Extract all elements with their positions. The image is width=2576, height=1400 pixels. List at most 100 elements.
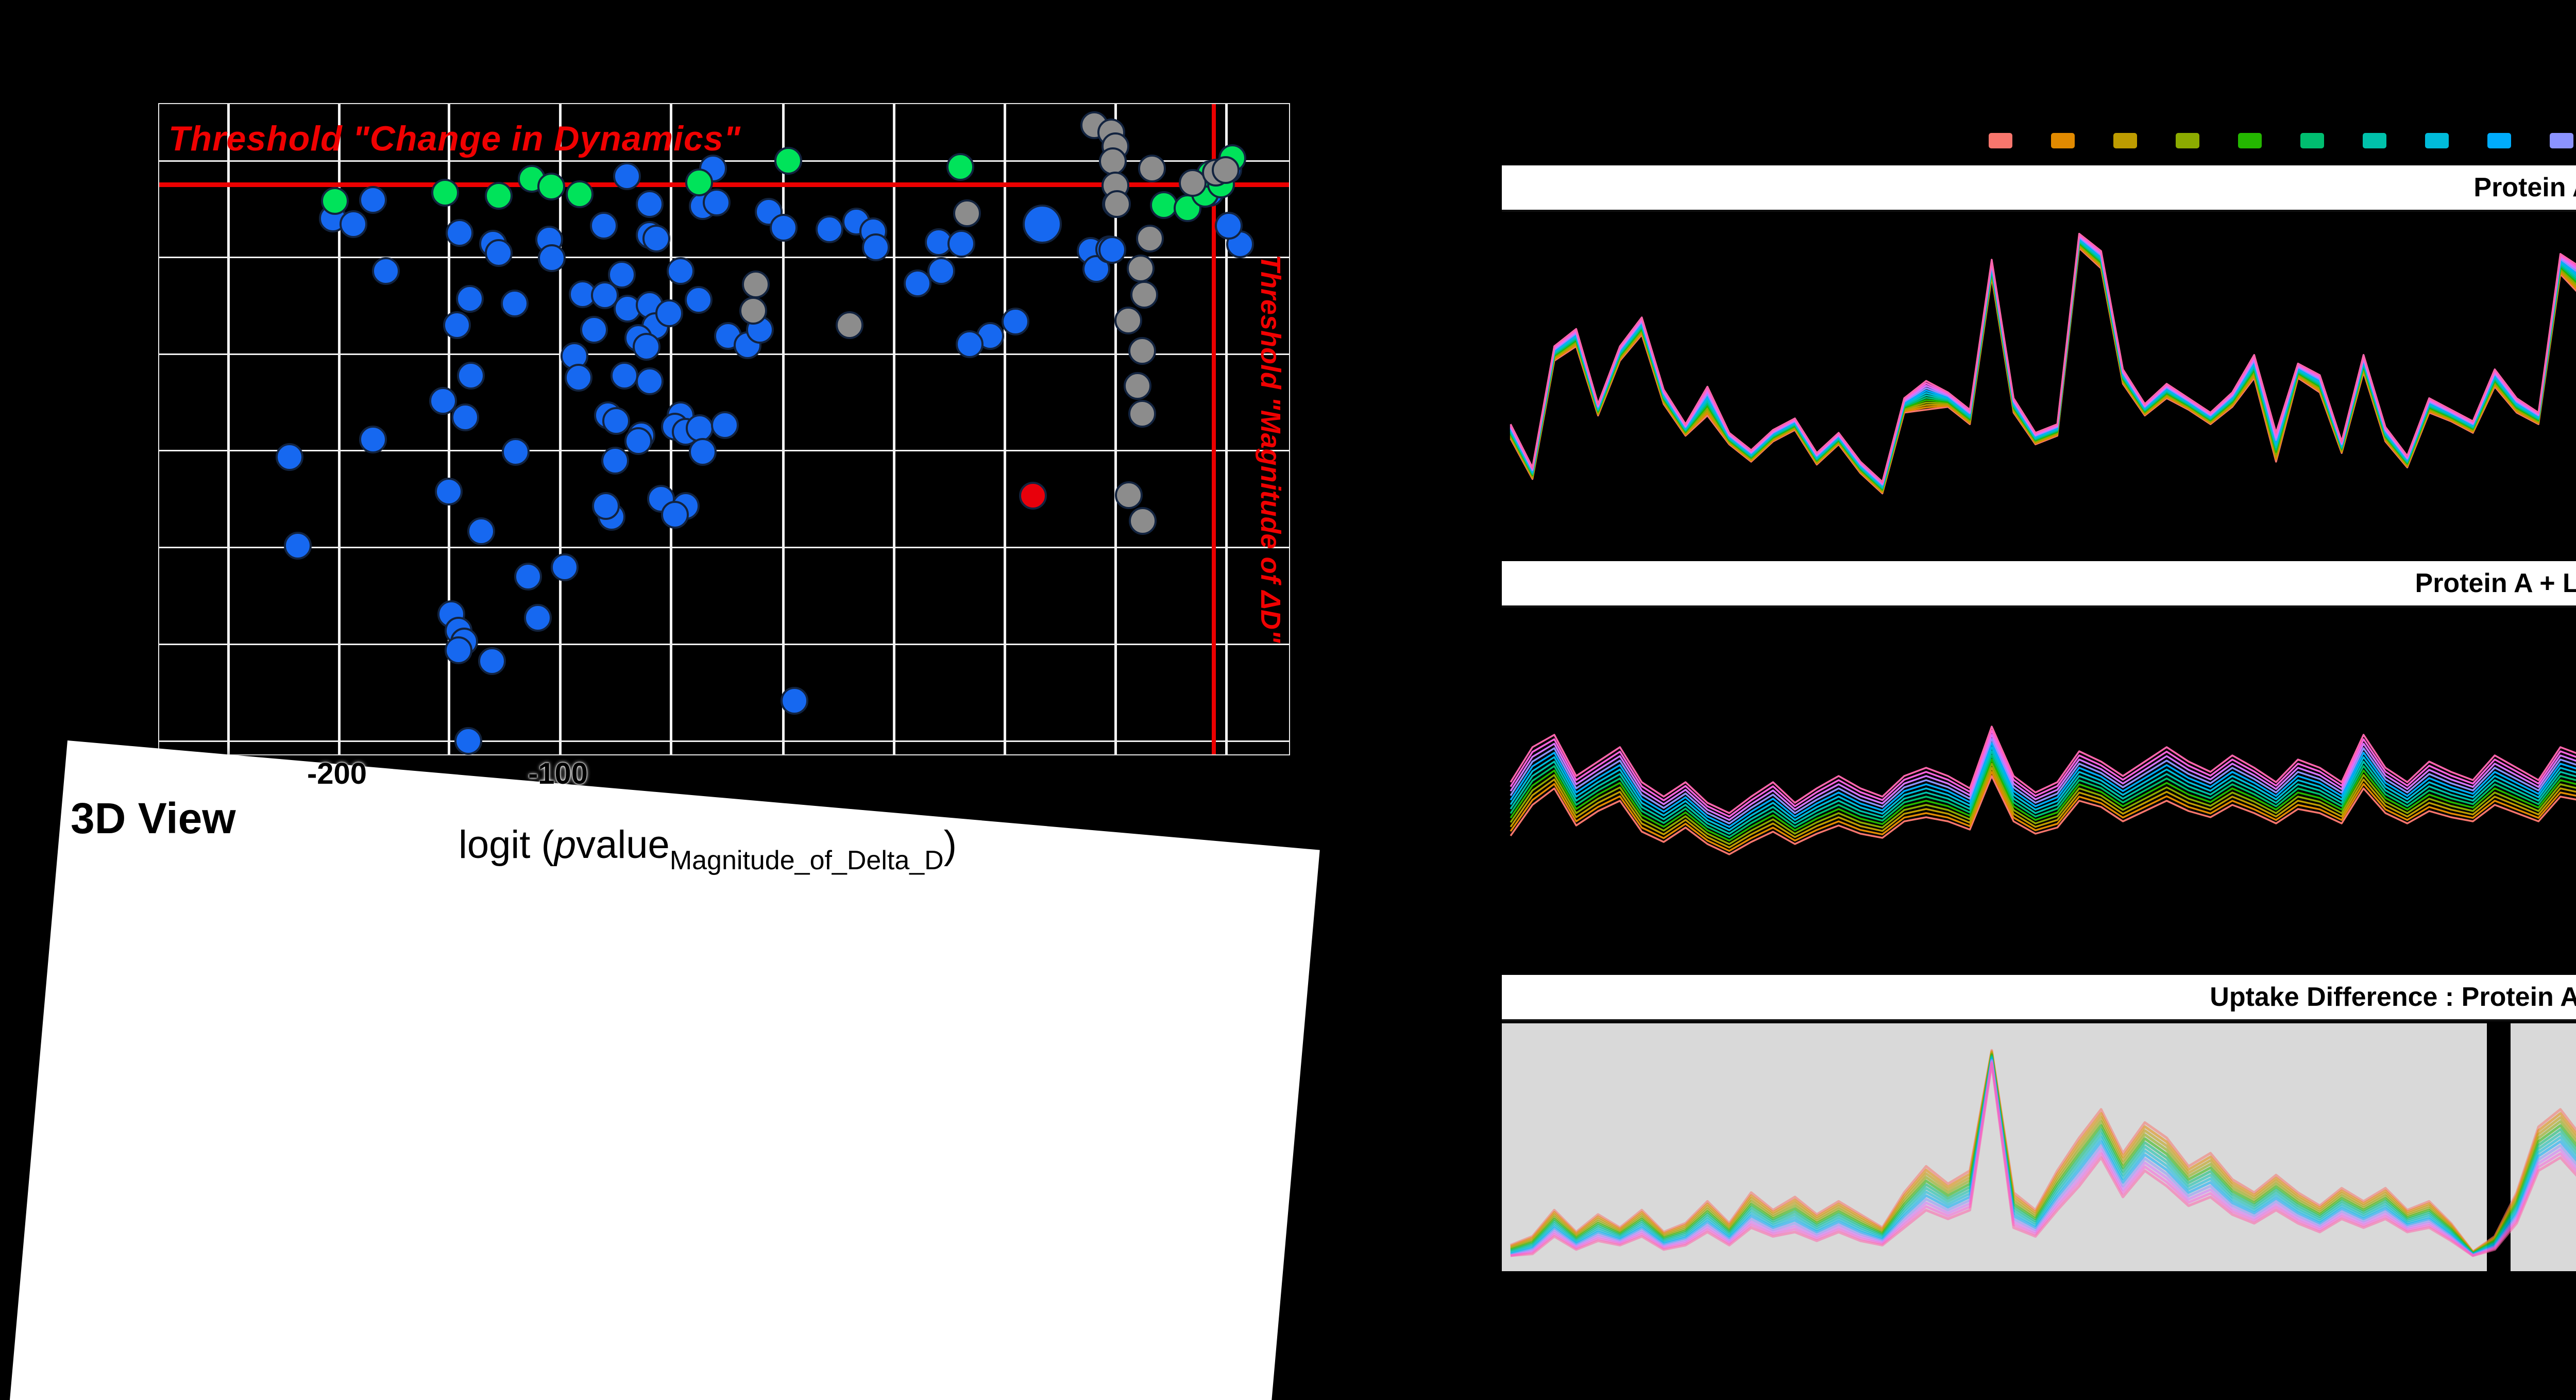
volcano-point-gray[interactable] (1115, 481, 1143, 509)
volcano-point-blue[interactable] (538, 244, 566, 272)
volcano-point-blue[interactable] (580, 316, 608, 344)
volcano-point-green[interactable] (431, 179, 459, 207)
volcano-point-gray[interactable] (1127, 255, 1155, 282)
volcano-point-blue[interactable] (454, 727, 482, 755)
volcano-point-red[interactable] (1019, 482, 1047, 510)
volcano-point-blue[interactable] (633, 333, 660, 361)
volcano-point-blue[interactable] (446, 219, 473, 247)
volcano-point-blue[interactable] (613, 162, 641, 190)
volcano-point-blue[interactable] (429, 387, 457, 415)
volcano-point-gray[interactable] (836, 311, 863, 339)
volcano-point-green[interactable] (946, 153, 974, 181)
volcano-point-blue[interactable] (667, 257, 694, 285)
volcano-point-blue[interactable] (602, 407, 630, 435)
volcano-point-blue[interactable] (592, 492, 620, 520)
volcano-point-blue[interactable] (927, 257, 955, 285)
volcano-point-blue[interactable] (276, 443, 303, 471)
volcano-point-gray[interactable] (739, 297, 767, 325)
legend-dash-series-8[interactable] (2425, 133, 2449, 148)
volcano-point-blue[interactable] (624, 427, 652, 455)
volcano-point-gray[interactable] (1129, 507, 1157, 535)
legend-dash-series-7[interactable] (2363, 133, 2386, 148)
volcano-point-blue[interactable] (514, 563, 542, 591)
legend-dash-series-1[interactable] (1989, 133, 2012, 148)
svg-chart2-line-series-8 (1510, 746, 2576, 832)
legend-dash-series-9[interactable] (2487, 133, 2511, 148)
volcano-point-blue[interactable] (457, 362, 485, 390)
volcano-point-blue[interactable] (445, 636, 472, 664)
volcano-point-green[interactable] (1150, 191, 1178, 219)
volcano-point-blue[interactable] (502, 438, 530, 466)
volcano-point-blue[interactable] (524, 604, 552, 632)
volcano-point-gray[interactable] (1099, 147, 1127, 175)
volcano-point-gray[interactable] (1128, 400, 1156, 428)
volcano-point-blue[interactable] (816, 215, 843, 243)
volcano-point-blue[interactable] (435, 478, 463, 505)
volcano-point-green[interactable] (774, 147, 802, 175)
volcano-plot[interactable]: Threshold "Change in Dynamics" Threshold… (158, 103, 1290, 755)
volcano-point-blue[interactable] (655, 299, 683, 327)
volcano-point-green[interactable] (685, 168, 713, 196)
volcano-point-gray[interactable] (742, 271, 770, 298)
volcano-point-blue[interactable] (565, 364, 592, 392)
volcano-point-blue[interactable] (359, 426, 387, 453)
volcano-point-blue[interactable] (340, 210, 367, 238)
volcano-point-blue[interactable] (781, 687, 808, 715)
volcano-point-blue[interactable] (636, 367, 664, 395)
volcano-point-gray[interactable] (1136, 225, 1164, 252)
volcano-point-blue[interactable] (359, 186, 387, 214)
volcano-point-blue[interactable] (1002, 308, 1029, 335)
volcano-point-blue[interactable] (642, 225, 670, 252)
volcano-point-blue[interactable] (551, 553, 579, 581)
volcano-point-gray[interactable] (1138, 155, 1166, 182)
volcano-point-gray[interactable] (1128, 337, 1156, 365)
volcano-point-blue[interactable] (862, 233, 890, 261)
legend-dash-series-3[interactable] (2113, 133, 2137, 148)
volcano-point-blue[interactable] (904, 269, 931, 297)
volcano-point-gray[interactable] (1212, 156, 1240, 184)
volcano-point-blue[interactable] (947, 230, 975, 258)
volcano-point-blue[interactable] (770, 214, 798, 242)
volcano-point-blue[interactable] (611, 362, 638, 390)
volcano-point-gray[interactable] (1130, 281, 1158, 309)
volcano-point-blue[interactable] (467, 517, 495, 545)
protein-highlight-red (531, 891, 1257, 1346)
volcano-point-gray[interactable] (1124, 372, 1151, 400)
volcano-point-blue[interactable] (601, 447, 629, 475)
legend-dash-series-2[interactable] (2051, 133, 2075, 148)
legend-dash-series-10[interactable] (2550, 133, 2573, 148)
volcano-point-blue[interactable] (956, 330, 984, 358)
legend-dash-series-4[interactable] (2176, 133, 2199, 148)
volcano-point-blue[interactable] (685, 286, 713, 314)
volcano-point-blue[interactable] (451, 403, 479, 431)
volcano-point-blue[interactable] (485, 239, 513, 267)
volcano-point-blue[interactable] (443, 311, 471, 339)
legend-dash-series-6[interactable] (2300, 133, 2324, 148)
volcano-point-blue[interactable] (711, 411, 739, 439)
volcano-point-blue[interactable] (1098, 236, 1126, 264)
volcano-point-blue[interactable] (1023, 205, 1062, 244)
volcano-point-green[interactable] (566, 180, 594, 208)
volcano-point-blue[interactable] (661, 501, 689, 529)
protein-structure-3d[interactable] (222, 866, 1303, 1400)
volcano-point-gray[interactable] (953, 199, 981, 227)
volcano-point-green[interactable] (321, 187, 349, 215)
legend-dash-series-5[interactable] (2238, 133, 2262, 148)
volcano-point-green[interactable] (485, 182, 513, 210)
volcano-point-blue[interactable] (501, 290, 529, 317)
volcano-point-green[interactable] (537, 173, 565, 200)
volcano-point-blue[interactable] (636, 190, 664, 218)
volcano-point-blue[interactable] (456, 285, 484, 313)
volcano-point-blue[interactable] (1215, 212, 1243, 240)
volcano-point-blue[interactable] (478, 647, 506, 675)
volcano-point-gray[interactable] (1103, 190, 1131, 218)
volcano-point-gray[interactable] (1114, 307, 1142, 334)
volcano-point-blue[interactable] (372, 257, 400, 285)
volcano-point-blue[interactable] (608, 261, 636, 289)
volcano-point-blue[interactable] (590, 212, 618, 240)
volcano-point-blue[interactable] (689, 438, 717, 466)
volcano-point-blue[interactable] (284, 532, 312, 560)
